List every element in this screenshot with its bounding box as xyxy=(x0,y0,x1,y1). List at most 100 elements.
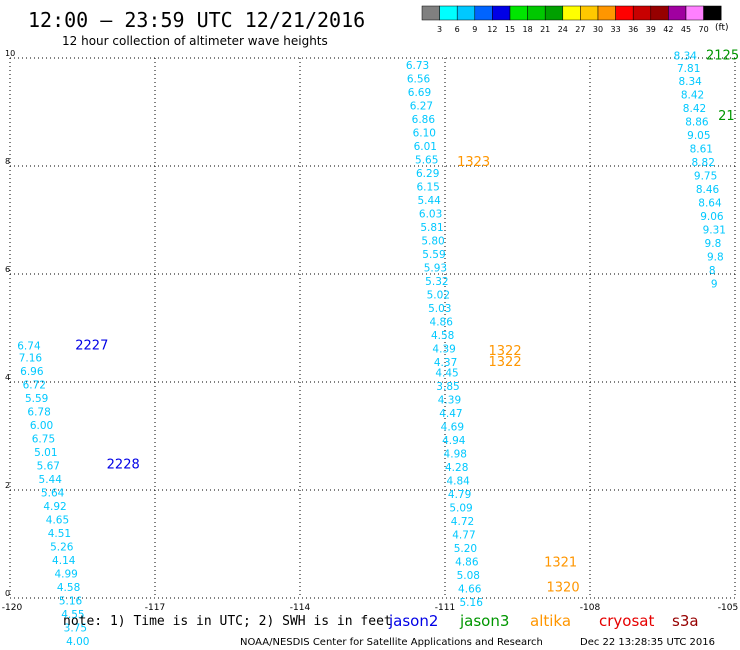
wave-height-value: 5.32 xyxy=(425,276,448,288)
colorbar-label: 9 xyxy=(472,25,477,34)
wave-height-value: 6.78 xyxy=(27,406,50,418)
colorbar-label: 6 xyxy=(455,25,460,34)
satellite-legend: jason2 jason3 altika cryosat s3a xyxy=(388,612,699,630)
colorbar-label: 30 xyxy=(593,25,603,34)
x-tick-label: -120 xyxy=(2,603,23,613)
wave-height-value: 6.96 xyxy=(20,366,44,378)
wave-height-value: 4.66 xyxy=(458,584,482,596)
colorbar-swatch xyxy=(527,5,546,21)
satellite-legend-cryosat: cryosat xyxy=(599,612,654,630)
wave-height-value: 5.67 xyxy=(37,460,60,472)
colorbar-label: 21 xyxy=(540,25,550,34)
pass-time-label: 2227 xyxy=(75,339,108,354)
colorbar-label: 15 xyxy=(505,25,515,34)
satellite-legend-jason2: jason2 xyxy=(388,612,438,630)
wave-height-value: 6.10 xyxy=(413,127,436,139)
wave-height-value: 5.20 xyxy=(454,543,477,555)
wave-height-value: 8.46 xyxy=(696,184,720,196)
wave-height-value: 8 xyxy=(709,265,716,277)
wave-height-value: 4.69 xyxy=(441,422,464,434)
wave-height-value: 4.86 xyxy=(455,557,479,569)
colorbar-label: 45 xyxy=(681,25,691,34)
chart-title: 12:00 – 23:59 UTC 12/21/2016 xyxy=(28,8,365,32)
wave-height-value: 5.03 xyxy=(428,303,451,315)
y-tick-label: 0 xyxy=(5,589,10,598)
y-tick-label: 2 xyxy=(5,481,10,490)
wave-height-value: 6.75 xyxy=(32,433,55,445)
colorbar-swatch xyxy=(632,5,652,21)
wave-height-value: 4.84 xyxy=(446,476,470,488)
wave-height-value: 6.00 xyxy=(30,420,53,432)
wave-height-value: 5.16 xyxy=(59,595,83,607)
satellite-legend-s3a: s3a xyxy=(672,612,699,630)
pass-time-label: 1323 xyxy=(457,155,490,170)
wave-height-value: 7.16 xyxy=(19,352,43,364)
colorbar-swatch xyxy=(597,5,616,21)
pass-time-label: 2228 xyxy=(107,457,140,472)
wave-height-value: 7.81 xyxy=(677,63,700,75)
colorbar-label: 36 xyxy=(628,25,638,34)
colorbar-swatch xyxy=(668,5,687,21)
wave-height-value: 4.79 xyxy=(448,489,471,501)
wave-height-value: 4.51 xyxy=(48,528,71,540)
colorbar-swatch xyxy=(650,5,669,21)
pass-time-label: 21 xyxy=(718,109,735,124)
wave-height-value: 8.61 xyxy=(690,144,713,156)
wave-height-value: 6.03 xyxy=(419,208,442,220)
wave-height-value: 4.14 xyxy=(52,555,76,567)
pass-time-label: 1320 xyxy=(547,581,580,596)
wave-height-value: 4.92 xyxy=(43,501,66,513)
wave-height-value: 3.75 xyxy=(64,622,87,634)
wave-height-value: 5.26 xyxy=(50,541,74,553)
wave-height-value: 4.55 xyxy=(61,609,84,621)
pass-time-label: 1322 xyxy=(489,355,522,370)
y-tick-label: 10 xyxy=(5,49,15,58)
colorbar-label: 24 xyxy=(558,25,568,34)
colorbar-label: 39 xyxy=(646,25,656,34)
x-axis-tick-labels: -120 -117 -114 -111 -108 -105 xyxy=(2,603,738,613)
wave-height-value: 6.73 xyxy=(406,60,429,72)
wave-height-value: 5.08 xyxy=(457,570,480,582)
wave-height-value: 5.59 xyxy=(422,249,445,261)
wave-height-value: 4.45 xyxy=(435,368,458,380)
wave-height-value: 5.81 xyxy=(420,222,443,234)
x-tick-label: -117 xyxy=(145,603,165,613)
colorbar-label: 12 xyxy=(487,25,497,34)
wave-height-value: 6.29 xyxy=(416,168,439,180)
wave-height-value: 4.94 xyxy=(442,435,466,447)
wave-height-value: 4.39 xyxy=(432,343,455,355)
wave-height-value: 4.37 xyxy=(434,357,457,369)
colorbar-label: 27 xyxy=(575,25,585,34)
colorbar-swatch xyxy=(562,5,581,21)
wave-height-value: 6.74 xyxy=(17,341,41,353)
wave-height-value: 6.15 xyxy=(416,181,439,193)
wave-height-value: 9.75 xyxy=(694,171,717,183)
wave-height-value: 4.99 xyxy=(54,568,77,580)
wave-height-value: 9.06 xyxy=(700,211,724,223)
wave-height-value: 9.31 xyxy=(703,225,726,237)
colorbar-swatch xyxy=(456,5,476,21)
satellite-legend-altika: altika xyxy=(530,612,571,630)
footer-timestamp: Dec 22 13:28:35 UTC 2016 xyxy=(580,637,715,648)
chart-subtitle: 12 hour collection of altimeter wave hei… xyxy=(62,34,328,48)
wave-height-value: 6.01 xyxy=(414,141,437,153)
wave-height-value: 6.69 xyxy=(408,87,431,99)
wave-height-value: 8.42 xyxy=(681,90,704,102)
plot-grid xyxy=(9,57,736,599)
wave-height-value: 9.8 xyxy=(707,252,724,264)
wave-height-value: 6.27 xyxy=(410,100,433,112)
colorbar-label: 42 xyxy=(663,25,673,34)
wave-height-value: 4.00 xyxy=(66,636,89,648)
colorbar-swatch xyxy=(474,5,493,21)
colorbar-swatch xyxy=(615,5,634,21)
wave-height-value: 4.47 xyxy=(439,408,462,420)
wave-height-value: 4.39 xyxy=(438,395,461,407)
colorbar-swatch xyxy=(703,5,722,21)
wave-height-value: 9.05 xyxy=(687,130,710,142)
wave-height-value: 5.44 xyxy=(417,195,441,207)
y-tick-label: 6 xyxy=(5,265,10,274)
wave-height-value: 8.82 xyxy=(692,157,715,169)
colorbar-unit: (ft) xyxy=(715,23,729,33)
pass-time-label: 2125 xyxy=(706,49,739,64)
